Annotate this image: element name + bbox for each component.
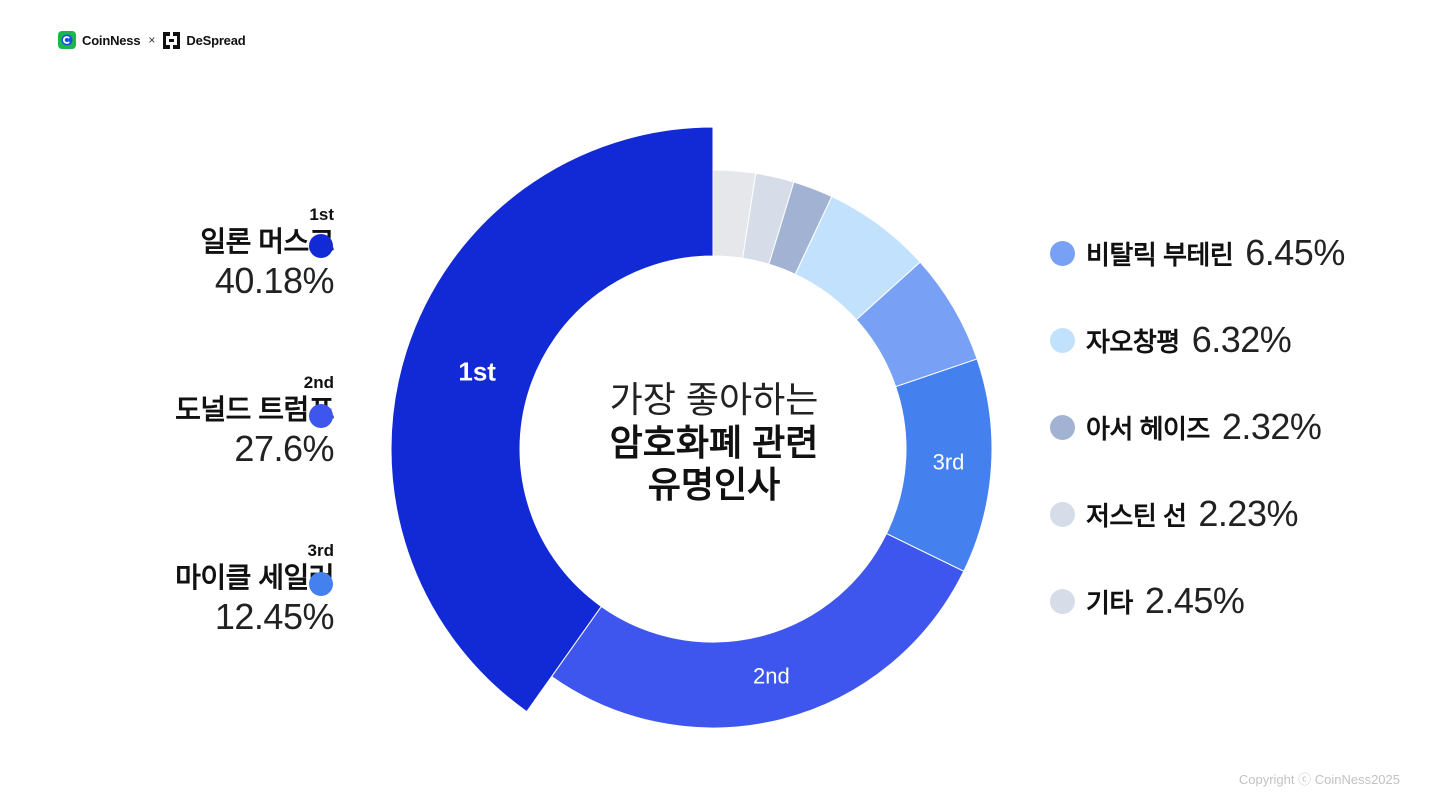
- legend-name: 기타: [1086, 587, 1133, 618]
- despread-logo-icon: [163, 31, 181, 49]
- legend-percent: 2.45%: [1144, 580, 1245, 621]
- legend-percent: 6.45%: [1245, 232, 1345, 273]
- legend-dot: [1050, 240, 1075, 266]
- pie-slice: [390, 126, 714, 713]
- brand-header: CoinNess × DeSpread: [58, 31, 246, 49]
- legend-dot: [309, 234, 333, 258]
- legend-percent: 2.32%: [1221, 406, 1322, 447]
- legend-dot: [1050, 588, 1075, 614]
- legend-item-justin-sun: 저스틴 선 2.23%: [1050, 489, 1298, 539]
- brand-separator: ×: [148, 33, 156, 47]
- legend-item-second: 2nd 도널드 트럼프 27.6%: [175, 373, 334, 471]
- legend-item-others: 기타 2.45%: [1050, 576, 1245, 626]
- legend-item-first: 1st 일론 머스크 40.18%: [200, 205, 334, 303]
- center-title-line3: 유명인사: [647, 464, 781, 505]
- legend-dot: [1050, 501, 1075, 527]
- legend-item-arthur-hayes: 아서 헤이즈 2.32%: [1050, 402, 1322, 452]
- legend-percent: 12.45%: [214, 596, 335, 637]
- legend-percent: 27.6%: [234, 428, 334, 469]
- legend-percent: 40.18%: [214, 260, 335, 301]
- pie-slice: [550, 532, 965, 729]
- legend-name: 마이클 세일러: [175, 562, 334, 593]
- legend-rank: 1st: [309, 205, 334, 224]
- center-title-line1: 가장 좋아하는: [609, 379, 819, 420]
- legend-name: 도널드 트럼프: [175, 394, 334, 425]
- legend-rank: 2nd: [303, 373, 334, 392]
- legend-name: 비탈릭 부테린: [1086, 239, 1234, 270]
- legend-dot: [1050, 414, 1075, 440]
- coinness-brand-name: CoinNess: [82, 32, 141, 48]
- legend-dot: [1050, 327, 1075, 353]
- legend-percent: 6.32%: [1191, 319, 1292, 360]
- slice-rank-label: 1st: [458, 357, 496, 387]
- legend-item-cz: 자오창평 6.32%: [1050, 315, 1292, 365]
- legend-dot: [309, 572, 333, 596]
- legend-dot: [309, 404, 333, 428]
- center-title-line2: 암호화폐 관련: [609, 422, 819, 463]
- slice-rank-label: 2nd: [753, 663, 790, 688]
- legend-name: 아서 헤이즈: [1086, 413, 1210, 444]
- legend-item-third: 3rd 마이클 세일러 12.45%: [175, 541, 334, 639]
- legend-rank: 3rd: [307, 541, 334, 560]
- despread-brand-name: DeSpread: [186, 32, 246, 48]
- chart-center-title: 가장 좋아하는 암호화폐 관련 유명인사: [564, 378, 864, 506]
- legend-name: 자오창평: [1086, 326, 1180, 357]
- legend-name: 저스틴 선: [1086, 500, 1187, 531]
- legend-percent: 2.23%: [1198, 493, 1298, 534]
- copyright-text: Copyright ⓒ CoinNess2025: [1238, 772, 1400, 787]
- slice-rank-label: 3rd: [933, 450, 965, 475]
- coinness-logo-icon: [58, 31, 76, 49]
- legend-item-vitalik: 비탈릭 부테린 6.45%: [1050, 228, 1345, 278]
